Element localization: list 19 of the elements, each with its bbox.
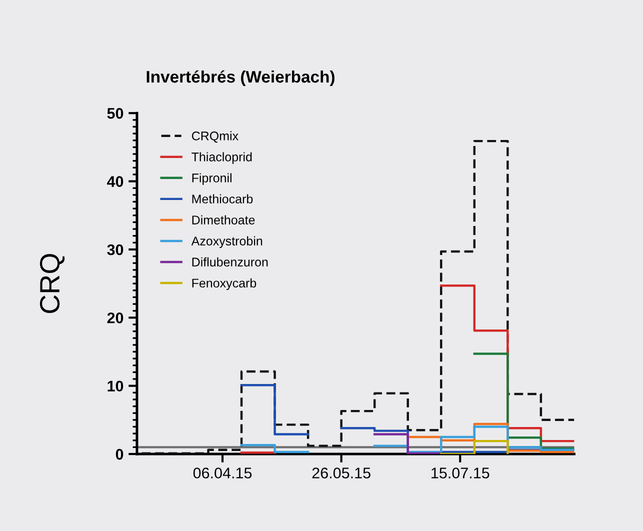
- y-tick-label: 0: [116, 448, 124, 460]
- legend-label: Azoxystrobin: [191, 236, 262, 248]
- chart-title: Invertébrés (Weierbach): [146, 70, 334, 86]
- y-tick-label: 10: [108, 380, 124, 392]
- y-tick-label: 50: [107, 108, 124, 119]
- x-tick-label: 15.07.15: [432, 468, 490, 478]
- y-axis-title: CRQ: [40, 254, 65, 314]
- x-tick-label: 06.04.15: [193, 468, 252, 478]
- x-tick-label: 26.05.15: [312, 468, 370, 478]
- legend-label: Dimethoate: [192, 215, 255, 224]
- y-tick-label: 20: [107, 312, 124, 324]
- y-tick-label: 30: [107, 244, 124, 256]
- legend-label: Diflubenzuron: [192, 257, 268, 267]
- legend-label: Thiacloprid: [192, 152, 252, 164]
- legend-label: Fipronil: [192, 173, 232, 185]
- legend-label: Fenoxycarb: [192, 278, 256, 290]
- legend-label: Methiocarb: [192, 194, 253, 204]
- legend-label: CRQmix: [192, 131, 238, 143]
- y-tick-label: 40: [107, 176, 124, 187]
